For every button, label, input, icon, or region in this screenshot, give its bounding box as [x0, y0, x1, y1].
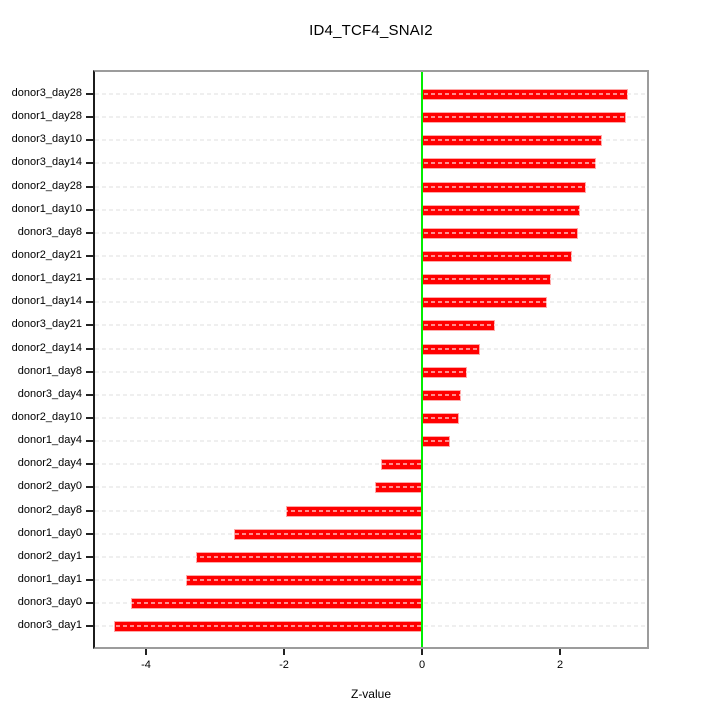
- y-axis-tick: [86, 486, 93, 488]
- y-axis-tick-label: donor1_day1: [17, 573, 82, 585]
- x-axis-tick-label: -4: [141, 659, 151, 671]
- y-axis-tick: [86, 625, 93, 627]
- y-axis-tick-label: donor1_day8: [17, 365, 82, 377]
- grid-dashline-overlay: [95, 579, 647, 581]
- y-axis-tick-label: donor1_day0: [17, 527, 82, 539]
- y-axis-tick: [86, 348, 93, 350]
- y-axis-tick: [86, 579, 93, 581]
- grid-dashline-overlay: [95, 278, 647, 280]
- grid-dashline-overlay: [95, 255, 647, 257]
- grid-dashline-overlay: [95, 440, 647, 442]
- x-axis-tick-label: -2: [279, 659, 289, 671]
- x-axis-tick: [559, 649, 561, 655]
- y-axis-tick-label: donor1_day14: [11, 295, 82, 307]
- grid-dashline-overlay: [95, 324, 647, 326]
- y-axis-tick-label: donor2_day4: [17, 457, 82, 469]
- y-axis-tick: [86, 209, 93, 211]
- y-axis-tick-label: donor3_day1: [17, 619, 82, 631]
- grid-dashline-overlay: [95, 186, 647, 188]
- x-axis-tick: [421, 649, 423, 655]
- y-axis-tick-label: donor2_day1: [17, 550, 82, 562]
- y-axis-tick: [86, 255, 93, 257]
- y-axis-tick: [86, 301, 93, 303]
- grid-dashline-overlay: [95, 116, 647, 118]
- grid-dashline-overlay: [95, 348, 647, 350]
- y-axis-tick: [86, 533, 93, 535]
- y-axis-tick: [86, 602, 93, 604]
- y-axis-tick: [86, 162, 93, 164]
- y-axis-tick-label: donor3_day10: [11, 133, 82, 145]
- grid-dashline-overlay: [95, 463, 647, 465]
- y-axis-tick: [86, 232, 93, 234]
- y-axis-tick: [86, 417, 93, 419]
- grid-dashline-overlay: [95, 162, 647, 164]
- y-axis-tick: [86, 139, 93, 141]
- y-axis-tick: [86, 186, 93, 188]
- grid-dashline-overlay: [95, 394, 647, 396]
- y-axis-tick: [86, 93, 93, 95]
- grid-dashline-overlay: [95, 533, 647, 535]
- y-axis-tick-label: donor3_day21: [11, 318, 82, 330]
- plot-area: [93, 70, 649, 649]
- grid-dashline-overlay: [95, 301, 647, 303]
- y-axis-tick-label: donor1_day28: [11, 110, 82, 122]
- x-axis-tick-label: 2: [556, 659, 564, 671]
- grid-dashline-overlay: [95, 93, 647, 95]
- y-axis-tick: [86, 510, 93, 512]
- y-axis-tick: [86, 324, 93, 326]
- grid-dashline-overlay: [95, 209, 647, 211]
- x-axis-tick-label: 0: [418, 659, 426, 671]
- x-axis-tick: [283, 649, 285, 655]
- y-axis-tick-label: donor2_day0: [17, 480, 82, 492]
- y-axis-tick-label: donor1_day21: [11, 272, 82, 284]
- y-axis-tick-label: donor3_day8: [17, 226, 82, 238]
- grid-dashline-overlay: [95, 556, 647, 558]
- x-axis-tick: [145, 649, 147, 655]
- y-axis-tick: [86, 394, 93, 396]
- grid-dashline-overlay: [95, 371, 647, 373]
- y-axis-tick-label: donor3_day14: [11, 156, 82, 168]
- y-axis-tick-label: donor3_day4: [17, 388, 82, 400]
- y-axis-tick-label: donor2_day10: [11, 411, 82, 423]
- y-axis-tick: [86, 116, 93, 118]
- grid-dashline-overlay: [95, 510, 647, 512]
- x-axis-title: Z-value: [350, 687, 391, 701]
- grid-dashline-overlay: [95, 625, 647, 627]
- y-axis-tick-label: donor2_day8: [17, 504, 82, 516]
- y-axis-tick-label: donor1_day4: [17, 434, 82, 446]
- y-axis-tick: [86, 440, 93, 442]
- grid-dashline-overlay: [95, 486, 647, 488]
- y-axis-tick: [86, 556, 93, 558]
- grid-dashline-overlay: [95, 602, 647, 604]
- y-axis-tick-label: donor2_day28: [11, 180, 82, 192]
- grid-dashline-overlay: [95, 139, 647, 141]
- y-axis-tick-label: donor3_day28: [11, 87, 82, 99]
- y-axis-tick-label: donor3_day0: [17, 596, 82, 608]
- y-axis-tick: [86, 463, 93, 465]
- y-axis-tick: [86, 278, 93, 280]
- chart-title: ID4_TCF4_SNAI2: [309, 22, 433, 39]
- y-axis-tick-label: donor1_day10: [11, 203, 82, 215]
- grid-dashline-overlay: [95, 417, 647, 419]
- y-axis-tick-label: donor2_day21: [11, 249, 82, 261]
- grid-dashline-overlay: [95, 232, 647, 234]
- y-axis-tick: [86, 371, 93, 373]
- y-axis-tick-label: donor2_day14: [11, 342, 82, 354]
- zero-line: [421, 72, 423, 647]
